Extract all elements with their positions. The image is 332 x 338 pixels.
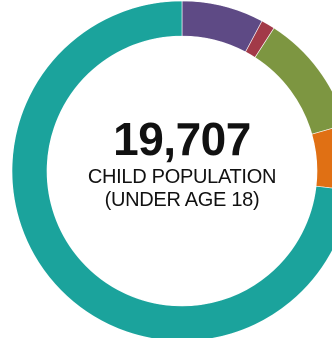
center-label: 19,707 CHILD POPULATION (UNDER AGE 18) xyxy=(60,112,304,212)
child-population-total: 19,707 xyxy=(113,113,251,165)
center-caption-line-1: CHILD POPULATION xyxy=(87,166,277,188)
donut-slices xyxy=(11,0,332,338)
donut-slice-4 xyxy=(311,128,332,189)
center-caption-line-2: (UNDER AGE 18) xyxy=(104,189,260,211)
donut-slice-5 xyxy=(11,0,332,338)
